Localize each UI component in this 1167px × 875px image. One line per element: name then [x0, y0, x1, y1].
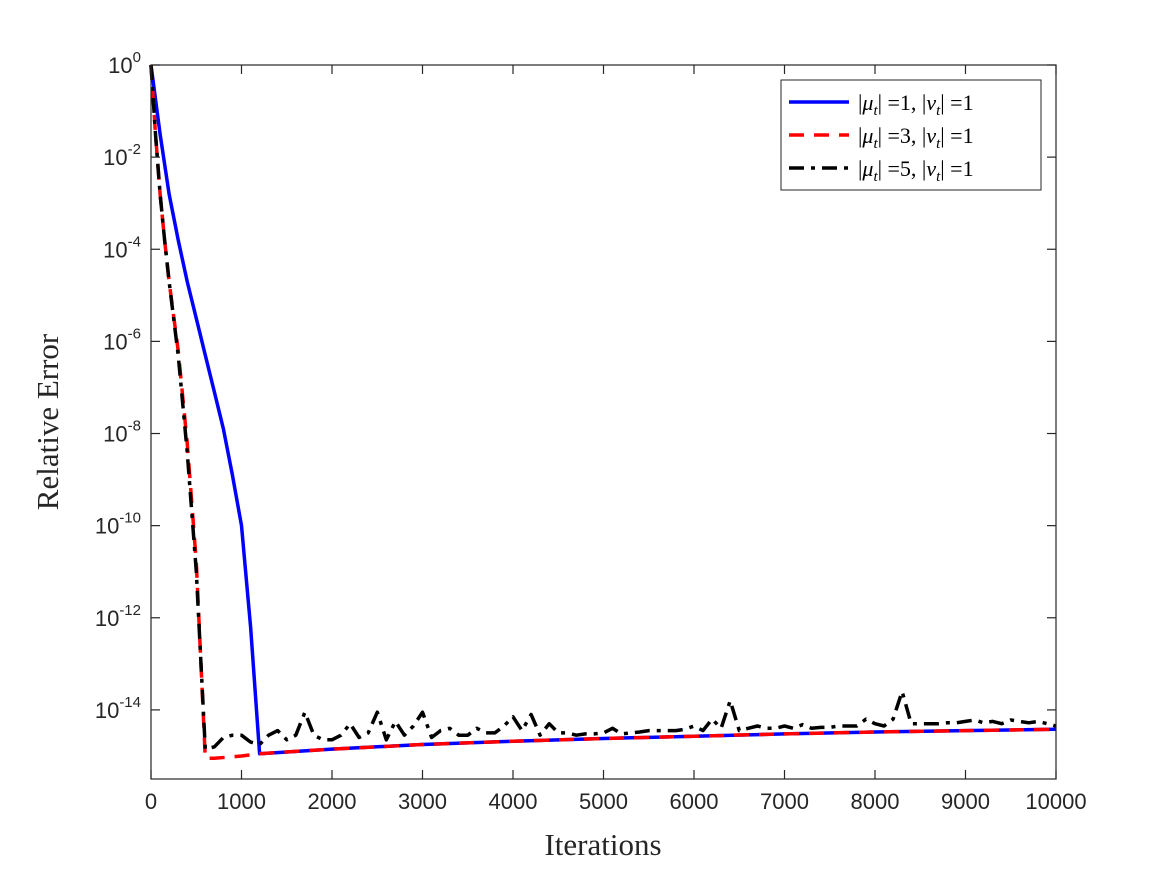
y-tick-label: 10-10 [95, 510, 141, 539]
y-tick-label: 100 [108, 49, 141, 78]
x-tick-label: 3000 [398, 789, 447, 814]
y-tick-label: 10-8 [103, 418, 141, 447]
plot-frame [150, 64, 1057, 780]
series-line-3 [149, 64, 1057, 751]
y-tick-label: 10-4 [103, 233, 141, 262]
ticks-layer [150, 64, 1057, 779]
x-tick-label: 4000 [489, 789, 538, 814]
y-tick-label: 10-6 [103, 325, 141, 354]
y-axis-title: Relative Error [30, 333, 65, 510]
legend-label-series-1: |μt| =1, |νt| =1 [858, 90, 974, 119]
x-tick-label: 6000 [670, 789, 719, 814]
y-tick-labels: 100 10-2 10-4 10-6 10-8 10-10 10-12 10-14 [95, 49, 141, 723]
x-tick-label: 10000 [1025, 789, 1086, 814]
x-tick-label: 7000 [760, 789, 809, 814]
x-tick-label: 1000 [217, 789, 266, 814]
x-axis-title: Iterations [544, 827, 661, 862]
legend-label-series-2: |μt| =3, |νt| =1 [858, 123, 974, 152]
y-tick-label: 10-14 [95, 694, 141, 723]
series-layer [149, 64, 1057, 761]
x-tick-labels: 0 1000 2000 3000 4000 5000 6000 7000 8000 9000 100… [145, 789, 1087, 814]
x-tick-label: 2000 [308, 789, 357, 814]
legend: |μt| =1, |νt| =1 |μt| =3, |νt| =1 |μt| =… [780, 79, 1042, 191]
legend-label-series-3: |μt| =5, |νt| =1 [858, 156, 974, 185]
y-tick-label: 10-12 [95, 602, 141, 631]
y-tick-label: 10-2 [103, 141, 141, 170]
x-tick-label: 9000 [941, 789, 990, 814]
x-tick-label: 0 [145, 789, 157, 814]
x-tick-label: 5000 [579, 789, 628, 814]
x-tick-label: 8000 [851, 789, 900, 814]
